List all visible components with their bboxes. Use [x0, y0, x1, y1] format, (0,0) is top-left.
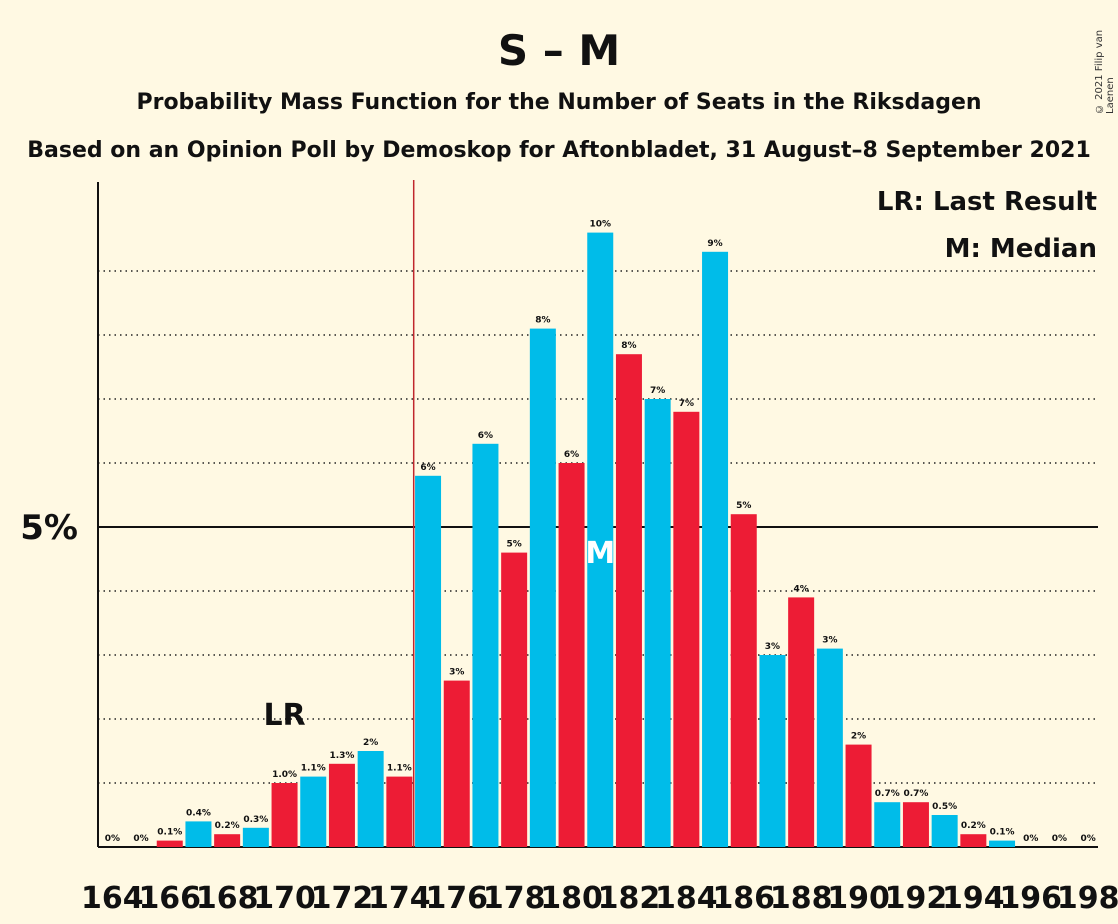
x-tick-label: 174 — [368, 881, 431, 916]
data-label-189: 3% — [822, 636, 837, 646]
median-marker: M — [585, 536, 615, 571]
bar-190 — [845, 744, 872, 847]
bar-171 — [300, 776, 327, 847]
x-tick-label: 184 — [655, 881, 718, 916]
data-label-191: 0.7% — [875, 789, 900, 799]
data-label-184: 7% — [679, 399, 694, 409]
x-tick-label: 164 — [81, 881, 144, 916]
x-tick-label: 192 — [885, 881, 948, 916]
data-label-182: 8% — [621, 341, 636, 351]
data-label-197: 0% — [1052, 834, 1067, 844]
bar-168 — [214, 834, 241, 847]
data-label-180: 6% — [564, 450, 579, 460]
legend-last-result: LR: Last Result — [877, 187, 1097, 217]
data-label-165: 0% — [133, 834, 148, 844]
data-label-188: 4% — [794, 584, 809, 594]
data-label-181: 10% — [589, 220, 611, 230]
bar-179 — [529, 328, 556, 848]
data-label-175: 6% — [420, 463, 435, 473]
bar-187 — [759, 655, 786, 847]
data-label-195: 0.1% — [990, 828, 1015, 838]
data-label-198: 0% — [1081, 834, 1096, 844]
chart-subtitle: Probability Mass Function for the Number… — [136, 90, 982, 115]
bar-167 — [185, 821, 212, 847]
x-tick-label: 186 — [712, 881, 775, 916]
bar-186 — [730, 514, 757, 847]
x-tick-label: 194 — [942, 881, 1005, 916]
x-tick-label: 198 — [1057, 881, 1118, 916]
bar-191 — [874, 802, 901, 847]
bar-178 — [501, 552, 528, 847]
data-label-164: 0% — [105, 834, 120, 844]
bar-166 — [156, 840, 183, 847]
x-tick-label: 180 — [540, 881, 603, 916]
x-tick-label: 170 — [253, 881, 316, 916]
chart-title: S – M — [497, 26, 621, 75]
bar-189 — [816, 648, 843, 847]
data-label-167: 0.4% — [186, 808, 211, 818]
data-label-169: 0.3% — [243, 815, 268, 825]
data-label-178: 5% — [507, 540, 522, 550]
x-tick-label: 188 — [770, 881, 833, 916]
bar-177 — [472, 443, 499, 847]
bar-174 — [386, 776, 413, 847]
bar-176 — [443, 680, 470, 847]
x-tick-label: 196 — [999, 881, 1062, 916]
bar-173 — [357, 751, 384, 847]
x-tick-label: 166 — [138, 881, 201, 916]
data-label-166: 0.1% — [157, 828, 182, 838]
x-tick-label: 176 — [425, 881, 488, 916]
data-label-186: 5% — [736, 501, 751, 511]
x-tick-label: 172 — [311, 881, 374, 916]
bar-175 — [415, 475, 442, 847]
data-label-170: 1.0% — [272, 770, 297, 780]
bar-192 — [902, 802, 929, 847]
bar-170 — [271, 783, 298, 847]
data-label-174: 1.1% — [387, 764, 412, 774]
data-label-172: 1.3% — [329, 751, 354, 761]
data-label-176: 3% — [449, 668, 464, 678]
data-label-177: 6% — [478, 431, 493, 441]
x-tick-label: 190 — [827, 881, 890, 916]
legend-median: M: Median — [945, 234, 1097, 264]
data-label-190: 2% — [851, 732, 866, 742]
data-label-194: 0.2% — [961, 821, 986, 831]
data-label-187: 3% — [765, 642, 780, 652]
bar-185 — [702, 251, 729, 848]
data-label-196: 0% — [1023, 834, 1038, 844]
bar-188 — [788, 597, 815, 847]
bar-180 — [558, 463, 585, 847]
data-label-173: 2% — [363, 738, 378, 748]
bar-169 — [242, 827, 269, 847]
data-label-193: 0.5% — [932, 802, 957, 812]
bar-182 — [615, 354, 642, 847]
data-label-168: 0.2% — [215, 821, 240, 831]
x-tick-label: 168 — [196, 881, 259, 916]
data-label-192: 0.7% — [903, 789, 928, 799]
bar-194 — [960, 834, 987, 847]
data-label-171: 1.1% — [301, 764, 326, 774]
bar-193 — [931, 815, 958, 847]
data-label-183: 7% — [650, 386, 665, 396]
last-result-marker: LR — [263, 698, 305, 733]
data-label-185: 9% — [707, 239, 722, 249]
bar-172 — [328, 763, 355, 847]
data-label-179: 8% — [535, 316, 550, 326]
bar-195 — [989, 840, 1016, 847]
bar-183 — [644, 399, 671, 847]
y-tick-label: 5% — [20, 508, 78, 548]
chart-subtitle-source: Based on an Opinion Poll by Demoskop for… — [27, 138, 1091, 163]
bar-184 — [673, 411, 700, 847]
x-tick-label: 182 — [598, 881, 661, 916]
x-tick-label: 178 — [483, 881, 546, 916]
bar-181 — [587, 232, 614, 848]
